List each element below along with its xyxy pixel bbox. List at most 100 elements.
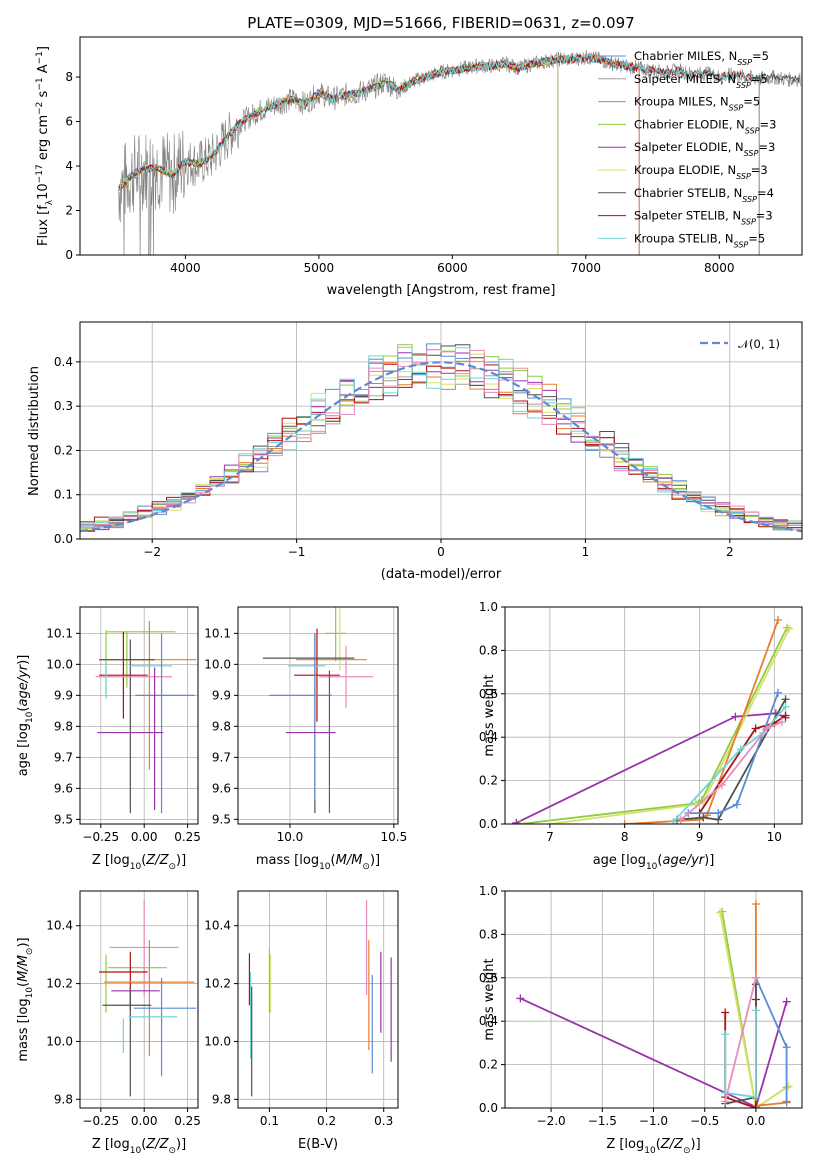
x-tick-label: −1 [288, 545, 306, 559]
y-tick-label: 10.4 [204, 919, 231, 933]
mass-weight-line [724, 977, 757, 1102]
x-axis-label: Z [log10(Z/Z⊙)] [92, 853, 186, 872]
panel-spectrum: 4000 5000 6000 7000 8000 0 2 4 6 8 Chabrier MILES,… [35, 14, 803, 298]
panel-mass-weight-vs-Z: −2.0 −1.5 −1.0 −0.5 0.0 0.0 0.2 0.4 0.6 0.8 1.0 Z [… [479, 884, 803, 1156]
model-spectrum-line [118, 52, 760, 255]
y-axis-label: mass weight [482, 958, 497, 1040]
y-axis-label-part: ( [16, 707, 31, 712]
mass-weight-line [680, 721, 783, 821]
legend-text: Salpeter STELIB, N [634, 209, 741, 223]
mass-weight-marker [762, 724, 771, 733]
y-axis-label: Flux [fλ10−17 erg cm−2 s−1 A−1] [35, 46, 55, 246]
y-tick-label: 0.4 [479, 730, 498, 744]
y-tick-label: 9.9 [54, 688, 73, 702]
legend-entry: 𝒩(0, 1) [738, 337, 780, 351]
legend-sub: SSP [736, 172, 751, 181]
y-tick-label: 10.1 [204, 626, 231, 640]
y-axis-label-part: −2 [35, 102, 45, 115]
x-tick-label: 8 [621, 830, 629, 844]
x-axis-label-part: 10 [646, 862, 658, 872]
x-axis-label-part: )] [176, 1137, 186, 1152]
y-tick-label: 0.2 [479, 1058, 498, 1072]
x-axis-label-part: 10 [644, 1146, 656, 1156]
x-tick-label: 9 [696, 830, 704, 844]
x-tick-label: 1 [582, 545, 590, 559]
x-tick-label: 0.0 [746, 1114, 765, 1128]
y-axis-label-part: −1 [35, 77, 45, 90]
x-axis-label-part: Z [log [606, 1137, 644, 1152]
mass-weight-marker [516, 994, 525, 1003]
mass-weight-marker [721, 1008, 730, 1017]
y-tick-label: 10.2 [46, 977, 73, 991]
mass-weight-marker [736, 745, 745, 754]
mass-weight-line [549, 628, 791, 824]
y-axis-label: Normed distribution [27, 366, 42, 496]
y-axis-label-part: age/yr [16, 663, 31, 706]
x-tick-label: −1.0 [639, 1114, 668, 1128]
x-tick-label: 2 [726, 545, 734, 559]
x-tick-label: −0.5 [690, 1114, 719, 1128]
mass-weight-marker [751, 1006, 760, 1015]
x-axis-label-part: Z [log [92, 1137, 130, 1152]
mass-weight-marker [545, 820, 554, 824]
x-axis-label-part: ⊙ [362, 862, 370, 872]
mass-weight-marker [751, 724, 760, 733]
x-tick-label: −0.25 [82, 1114, 119, 1128]
x-axis-label-part: )] [704, 853, 714, 868]
legend-tail: =5 [752, 49, 769, 63]
y-tick-label: 10.0 [46, 657, 73, 671]
y-axis-label-part: )] [16, 937, 31, 947]
legend-sub: SSP [745, 126, 760, 135]
y-tick-label: 1.0 [479, 884, 498, 898]
mass-weight-marker [751, 900, 760, 909]
y-axis-label-part: ( [16, 982, 31, 987]
x-axis-label-part: M/M [336, 853, 363, 868]
mass-weight-marker [732, 800, 741, 809]
y-tick-label: 10.4 [46, 919, 73, 933]
plot-area [505, 891, 802, 1108]
mass-weight-marker [774, 688, 783, 697]
y-axis-label-part: )] [16, 655, 31, 665]
y-tick-label: 1.0 [479, 600, 498, 614]
legend-sub: SSP [737, 58, 752, 67]
mass-weight-marker [781, 702, 790, 711]
x-axis-label-part: 10 [130, 862, 142, 872]
y-axis-label-part: λ [45, 199, 55, 205]
legend-sub: SSP [729, 103, 744, 112]
y-tick-label: 10.1 [46, 626, 73, 640]
mass-weight-marker [718, 907, 727, 916]
legend-tail: =4 [757, 186, 774, 200]
plot-area [80, 322, 802, 539]
y-tick-label: 0.0 [54, 532, 73, 546]
mass-weight-marker [781, 695, 790, 704]
y-tick-label: 0.3 [54, 399, 73, 413]
x-tick-label: 0.2 [317, 1114, 336, 1128]
mass-weight-line [519, 627, 788, 824]
x-tick-label: 4000 [170, 261, 201, 275]
y-tick-label: 10.0 [204, 657, 231, 671]
axes-frame [237, 606, 399, 825]
legend-tail: =3 [751, 163, 768, 177]
legend-sub: SSP [742, 194, 757, 203]
x-axis-label: age [log10(age/yr)] [593, 853, 715, 872]
panel-age-vs-mass: 10.0 10.5 9.5 9.6 9.7 9.8 9.9 10.0 10.1 mass [log… [204, 606, 407, 872]
x-tick-label: 0.3 [374, 1114, 393, 1128]
legend-text: Kroupa STELIB, N [634, 231, 734, 245]
y-axis-label-part: age [log [16, 723, 31, 776]
y-axis-label-part: 10 [36, 183, 51, 200]
x-axis-label-part: 10 [319, 862, 331, 872]
x-axis-label-part: 10 [130, 1146, 142, 1156]
y-tick-label: 0.2 [479, 774, 498, 788]
y-axis-label-part: 10 [25, 711, 35, 723]
y-tick-label: 0.4 [54, 355, 73, 369]
legend: 𝒩(0, 1) [700, 337, 780, 351]
y-tick-label: 0.2 [54, 443, 73, 457]
y-tick-label: 9.8 [212, 719, 231, 733]
y-tick-label: 2 [65, 204, 73, 218]
model-spectrum-line [118, 55, 559, 255]
mass-weight-marker [676, 815, 685, 824]
x-tick-label: 0.25 [174, 1114, 201, 1128]
y-tick-label: 0.0 [479, 1101, 498, 1115]
y-tick-label: 10.0 [46, 1034, 73, 1048]
